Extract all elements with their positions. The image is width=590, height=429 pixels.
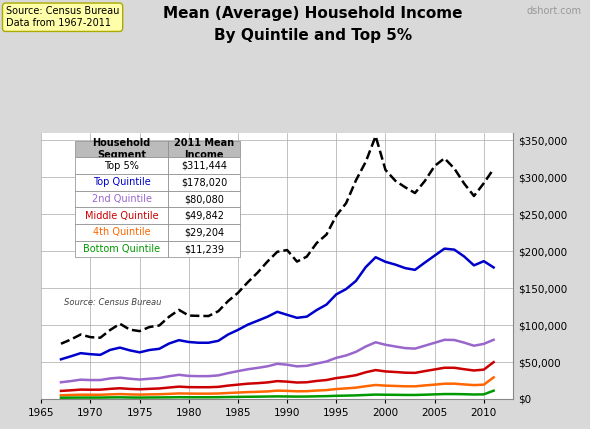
Text: Mean (Average) Household Income: Mean (Average) Household Income	[163, 6, 463, 21]
Text: dshort.com: dshort.com	[526, 6, 581, 16]
Text: Source: Census Bureau: Source: Census Bureau	[64, 298, 162, 307]
Text: By Quintile and Top 5%: By Quintile and Top 5%	[214, 28, 412, 43]
Text: Source: Census Bureau
Data from 1967-2011: Source: Census Bureau Data from 1967-201…	[6, 6, 119, 28]
